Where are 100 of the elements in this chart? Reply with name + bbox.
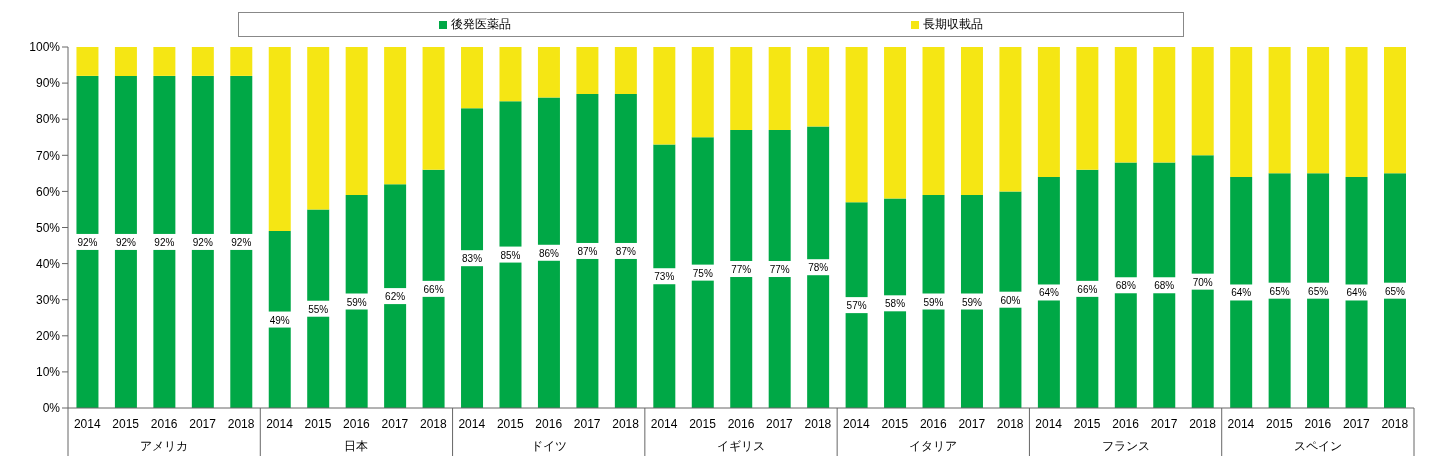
data-label: 92% bbox=[115, 236, 137, 248]
bar bbox=[1345, 176, 1368, 408]
x-tick-label: 2016 bbox=[150, 417, 178, 431]
bar bbox=[1230, 47, 1253, 177]
bar bbox=[1191, 155, 1214, 408]
bar bbox=[730, 47, 753, 131]
bar bbox=[576, 93, 599, 408]
data-label: 59% bbox=[346, 296, 367, 308]
data-label: 75% bbox=[692, 267, 713, 279]
y-tick-label: 30% bbox=[35, 292, 61, 307]
bar bbox=[268, 231, 291, 408]
bar bbox=[768, 130, 791, 408]
bar bbox=[922, 47, 945, 196]
data-label: 77% bbox=[769, 264, 790, 276]
y-tick-label: 0% bbox=[42, 401, 61, 416]
text: アメリカ bbox=[140, 439, 189, 453]
bar bbox=[1345, 47, 1368, 177]
data-label: 92% bbox=[154, 236, 175, 248]
y-tick-label: 80% bbox=[35, 112, 61, 127]
bar bbox=[191, 47, 214, 76]
x-tick-label: 2017 bbox=[1150, 417, 1178, 431]
bar bbox=[384, 47, 407, 185]
x-tick-label: 2015 bbox=[881, 417, 909, 431]
bar bbox=[461, 47, 484, 109]
data-label: 64% bbox=[1038, 287, 1059, 299]
bar bbox=[691, 47, 714, 138]
text: ドイツ bbox=[530, 439, 567, 453]
bar bbox=[230, 47, 253, 76]
bar bbox=[768, 47, 791, 131]
data-label: 78% bbox=[808, 262, 829, 274]
bar bbox=[268, 47, 291, 232]
x-tick-label: 2018 bbox=[227, 417, 255, 431]
x-tick-label: 2017 bbox=[573, 417, 601, 431]
bar bbox=[114, 75, 137, 408]
bar bbox=[76, 47, 99, 76]
x-tick-label: 2017 bbox=[766, 417, 794, 431]
bar bbox=[884, 198, 907, 408]
x-tick-label: 2018 bbox=[1189, 417, 1217, 431]
x-tick-label: 2016 bbox=[535, 417, 563, 431]
x-tick-label: 2016 bbox=[343, 417, 371, 431]
bar bbox=[691, 137, 714, 408]
bar bbox=[345, 47, 368, 196]
x-tick-label: 2016 bbox=[1304, 417, 1332, 431]
bar bbox=[653, 47, 676, 145]
data-label: 59% bbox=[961, 296, 983, 308]
data-label: 64% bbox=[1231, 287, 1252, 299]
data-label: 55% bbox=[308, 303, 329, 315]
bar bbox=[1230, 176, 1253, 408]
x-tick-label: 2015 bbox=[112, 417, 140, 431]
bar bbox=[384, 184, 407, 408]
y-tick-label: 10% bbox=[35, 365, 61, 380]
bar bbox=[76, 75, 99, 408]
bar bbox=[1153, 47, 1176, 163]
bar bbox=[922, 195, 945, 408]
data-label: 92% bbox=[192, 236, 213, 248]
x-tick-label: 2016 bbox=[919, 417, 947, 431]
bar bbox=[422, 169, 445, 408]
bar bbox=[1384, 47, 1406, 174]
text: イタリア bbox=[909, 439, 958, 453]
x-tick-label: 2014 bbox=[650, 417, 678, 431]
bar bbox=[960, 195, 983, 408]
bar bbox=[1384, 173, 1406, 408]
bar bbox=[614, 93, 637, 408]
x-tick-label: 2014 bbox=[1227, 417, 1255, 431]
bar bbox=[576, 47, 599, 94]
bar bbox=[653, 144, 676, 408]
x-tick-label: 2018 bbox=[804, 417, 832, 431]
data-label: 65% bbox=[1308, 285, 1329, 297]
x-tick-label: 2018 bbox=[996, 417, 1024, 431]
y-tick-label: 60% bbox=[35, 184, 61, 199]
bar bbox=[1268, 173, 1291, 408]
bar bbox=[1268, 47, 1291, 174]
text: 日本 bbox=[344, 439, 369, 453]
bar bbox=[845, 202, 868, 408]
x-tick-label: 2018 bbox=[612, 417, 640, 431]
x-tick-label: 2017 bbox=[189, 417, 217, 431]
bar bbox=[153, 47, 176, 76]
x-tick-label: 2014 bbox=[843, 417, 871, 431]
data-label: 83% bbox=[462, 253, 483, 265]
bar bbox=[345, 195, 368, 408]
data-label: 77% bbox=[731, 264, 752, 276]
bar bbox=[461, 108, 484, 408]
bar bbox=[114, 47, 137, 76]
bar bbox=[807, 126, 830, 408]
text: スペイン bbox=[1293, 439, 1342, 453]
y-tick-label: 20% bbox=[35, 329, 61, 344]
x-tick-label: 2017 bbox=[1342, 417, 1370, 431]
bar bbox=[191, 75, 214, 408]
bar bbox=[1076, 47, 1099, 170]
bar bbox=[1307, 173, 1330, 408]
data-label: 49% bbox=[269, 314, 290, 326]
data-label: 59% bbox=[923, 296, 944, 308]
x-tick-label: 2018 bbox=[419, 417, 448, 431]
x-tick-label: 2015 bbox=[496, 417, 524, 431]
data-label: 68% bbox=[1154, 280, 1175, 292]
data-label: 85% bbox=[500, 249, 521, 261]
text: イギリス bbox=[717, 439, 765, 453]
x-tick-label: 2014 bbox=[458, 417, 486, 431]
data-label: 57% bbox=[846, 300, 867, 312]
bar bbox=[884, 47, 907, 199]
